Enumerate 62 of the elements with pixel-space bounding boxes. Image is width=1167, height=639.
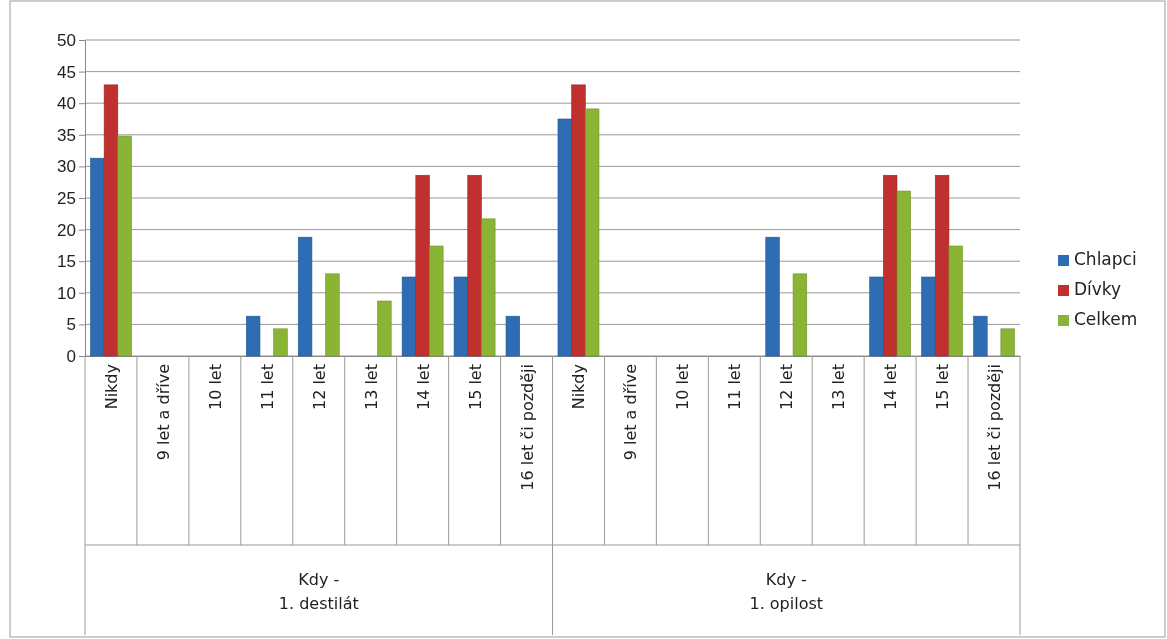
- bar: [934, 174, 950, 357]
- bar: [415, 174, 430, 357]
- y-tick-label: 5: [66, 315, 76, 335]
- bar: [453, 276, 469, 357]
- y-tick-label: 50: [57, 30, 76, 50]
- x-tick-label: 16 let či později: [985, 364, 1005, 491]
- x-tick-label: 14 let: [881, 364, 901, 411]
- x-tick-label: 10 let: [205, 364, 225, 411]
- legend-label: Dívky: [1074, 279, 1122, 299]
- bar: [273, 328, 288, 357]
- y-tick-label: 45: [57, 62, 76, 82]
- x-tick-label: 16 let či později: [517, 364, 537, 491]
- y-tick-label: 0: [66, 346, 76, 366]
- x-tick-label: Nikdy: [569, 364, 589, 410]
- x-tick-label: 11 let: [257, 364, 277, 411]
- y-tick-label: 30: [57, 157, 76, 177]
- x-tick-label: Nikdy: [101, 364, 121, 410]
- bar: [297, 236, 313, 357]
- bar: [921, 276, 936, 357]
- y-tick-label: 15: [57, 252, 76, 272]
- bar: [792, 273, 808, 357]
- bar: [429, 245, 444, 357]
- bar: [585, 108, 600, 357]
- bar: [869, 276, 884, 357]
- bar: [765, 236, 780, 357]
- x-tick-label: 12 let: [777, 364, 797, 411]
- bar: [401, 276, 417, 357]
- bar: [896, 190, 911, 357]
- bar: [481, 218, 496, 357]
- bar: [467, 174, 482, 357]
- y-tick-label: 25: [57, 188, 76, 208]
- x-tick-label: 9 let a dříve: [621, 364, 641, 461]
- x-tick-label: 13 let: [829, 364, 849, 411]
- bar: [948, 245, 963, 357]
- text: Kdy - 1. opilost: [749, 570, 824, 613]
- bar: [883, 174, 898, 357]
- y-tick-label: 10: [57, 283, 76, 303]
- legend-label: Celkem: [1074, 309, 1138, 329]
- x-tick-label: 9 let a dříve: [153, 364, 173, 461]
- x-tick-label: 13 let: [361, 364, 381, 411]
- legend-label: Chlapci: [1074, 249, 1137, 269]
- x-tick-label: 11 let: [725, 364, 745, 411]
- bar: [571, 84, 586, 357]
- bar: [1000, 328, 1015, 357]
- bar: [103, 84, 119, 357]
- y-tick-label: 40: [57, 94, 76, 114]
- x-tick-label: 15 let: [465, 364, 485, 411]
- y-tick-label: 20: [57, 220, 76, 240]
- bar: [117, 135, 132, 357]
- text: Kdy - 1. destilát: [278, 570, 359, 613]
- x-tick-label: 15 let: [933, 364, 953, 411]
- x-tick-label: 12 let: [309, 364, 329, 411]
- bar: [505, 315, 520, 357]
- y-tick-label: 35: [57, 125, 76, 145]
- bar: [377, 300, 392, 357]
- x-tick-label: 10 let: [673, 364, 693, 411]
- x-tick-label: 14 let: [413, 364, 433, 411]
- bar: [557, 118, 572, 357]
- bar: [246, 315, 261, 357]
- bar: [973, 315, 988, 357]
- bar: [325, 273, 340, 357]
- bar: [90, 157, 105, 357]
